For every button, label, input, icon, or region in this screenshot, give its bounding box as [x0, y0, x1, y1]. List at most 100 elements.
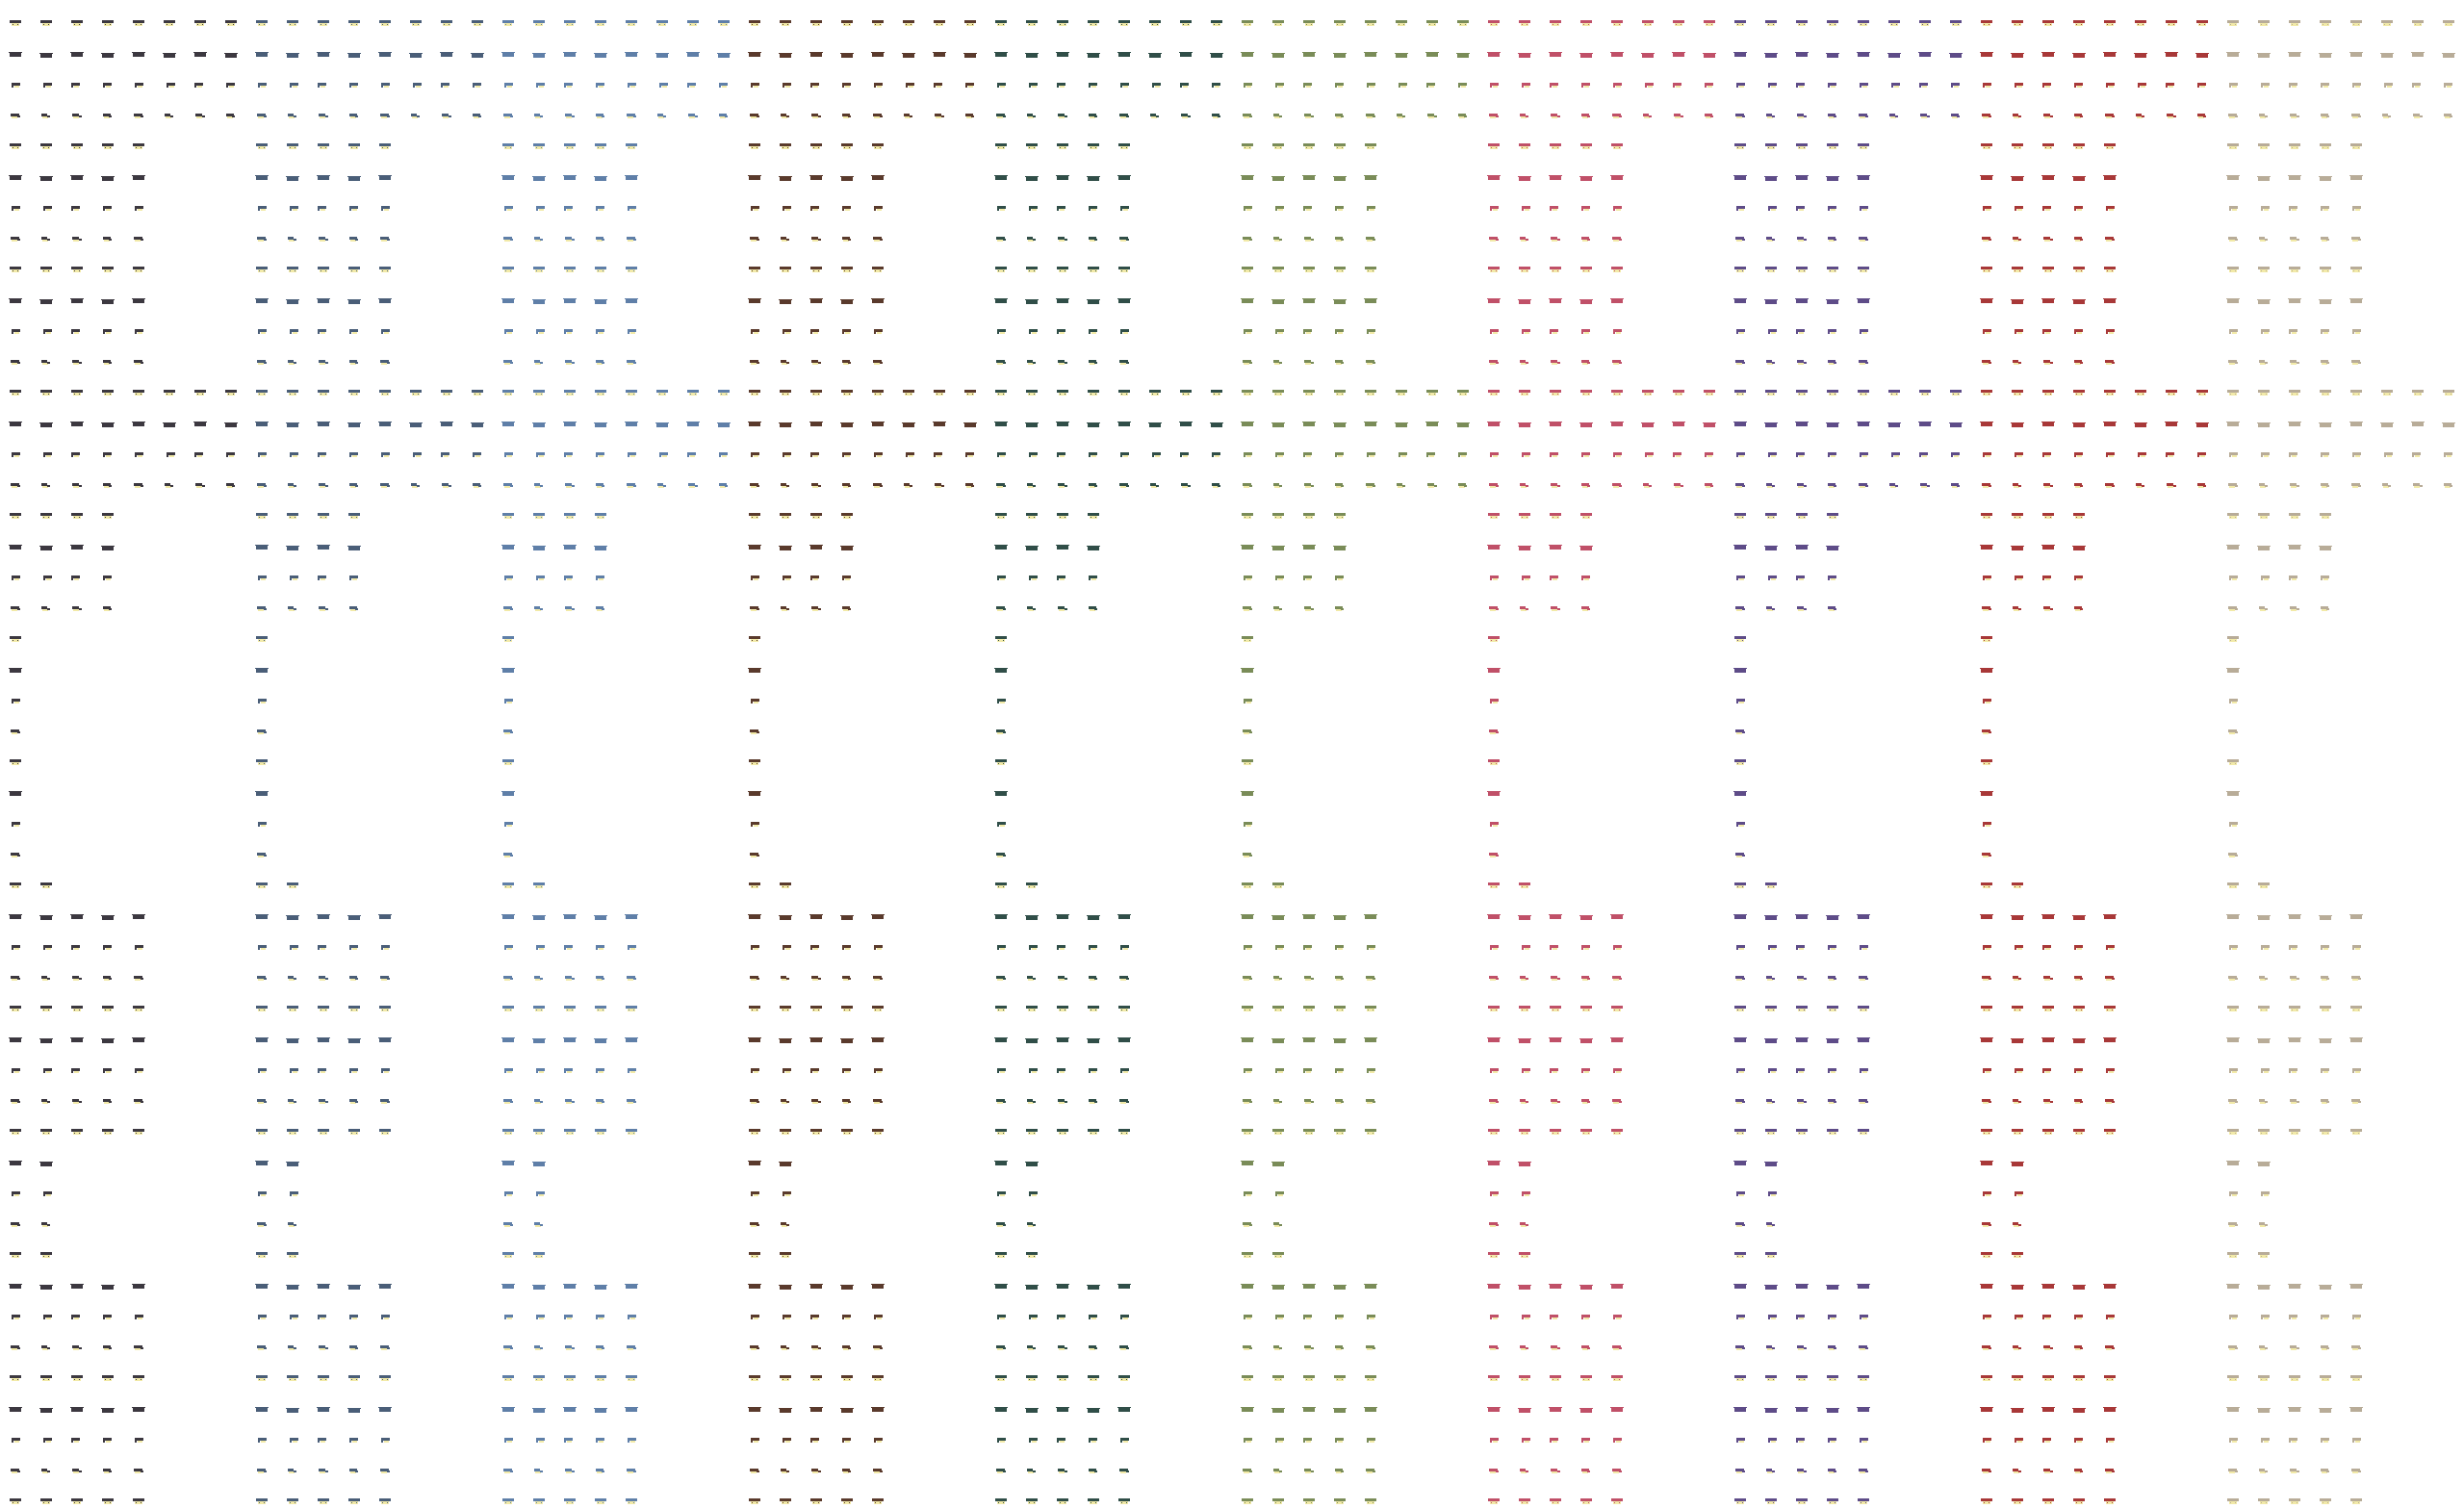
- sprite-tile: [2010, 233, 2025, 244]
- sprite-tile: [2102, 1372, 2118, 1384]
- sprite-tile: [346, 1003, 362, 1014]
- sprite-tile: [470, 448, 485, 460]
- sprite-tile: [932, 17, 947, 29]
- sprite-tile: [1486, 1372, 1502, 1384]
- sprite-tile: [1825, 110, 1840, 121]
- sprite-tile: [100, 233, 116, 244]
- sprite-tile: [1979, 325, 1994, 337]
- sprite-tile: [932, 387, 947, 398]
- sprite-tile: [285, 1064, 300, 1076]
- sprite-tile: [808, 1280, 824, 1292]
- sprite-tile: [1363, 1003, 1378, 1014]
- sprite-tile: [8, 695, 23, 706]
- sprite-tile: [8, 1188, 23, 1199]
- sprite-tile: [1486, 325, 1502, 337]
- sprite-tile: [2256, 448, 2272, 460]
- sprite-tile: [285, 448, 300, 460]
- sprite-tile: [1825, 356, 1840, 368]
- sprite-tile: [778, 541, 793, 552]
- sprite-tile: [839, 1126, 855, 1138]
- sprite-tile: [1979, 1064, 1994, 1076]
- sprite-tile: [2040, 1342, 2056, 1353]
- sprite-tile: [1086, 141, 1101, 152]
- sprite-tile: [808, 1126, 824, 1138]
- sprite-tile: [1240, 756, 1255, 768]
- sprite-tile: [562, 171, 578, 183]
- sprite-tile: [1055, 1434, 1070, 1445]
- sprite-tile: [2256, 17, 2272, 29]
- sprite-tile: [1178, 479, 1194, 491]
- sprite-tile: [1856, 110, 1871, 121]
- sprite-tile: [254, 1372, 270, 1384]
- sprite-tile: [2040, 1403, 2056, 1415]
- sprite-tile: [1086, 1064, 1101, 1076]
- sprite-tile: [1671, 48, 1686, 60]
- sprite-tile: [2225, 880, 2241, 891]
- sprite-tile: [839, 1095, 855, 1107]
- sprite-tile: [2256, 572, 2272, 583]
- sprite-tile: [1763, 141, 1779, 152]
- sprite-tile: [2102, 448, 2118, 460]
- sprite-tile: [1548, 264, 1563, 275]
- sprite-tile: [377, 325, 393, 337]
- sprite-tile: [500, 1434, 516, 1445]
- sprite-tile: [562, 418, 578, 429]
- sprite-tile: [593, 910, 608, 922]
- sprite-tile: [1732, 695, 1748, 706]
- sprite-tile: [685, 479, 701, 491]
- sprite-tile: [2225, 1157, 2241, 1168]
- sprite-tile: [100, 1372, 116, 1384]
- sprite-tile: [1055, 541, 1070, 552]
- sprite-tile: [2225, 1188, 2241, 1199]
- sprite-tile: [100, 448, 116, 460]
- sprite-tile: [2379, 17, 2395, 29]
- sprite-tile: [2225, 1280, 2241, 1292]
- sprite-tile: [624, 910, 639, 922]
- sprite-tile: [993, 171, 1009, 183]
- sprite-tile: [69, 48, 85, 60]
- sprite-tile: [993, 849, 1009, 860]
- sprite-tile: [870, 110, 886, 121]
- sprite-tile: [8, 1280, 23, 1292]
- sprite-tile: [2256, 510, 2272, 522]
- sprite-tile: [1979, 48, 1994, 60]
- sprite-tile: [1332, 325, 1348, 337]
- sprite-tile: [69, 202, 85, 214]
- sprite-tile: [1240, 1280, 1255, 1292]
- sprite-tile: [69, 1034, 85, 1045]
- sprite-tile: [2040, 1372, 2056, 1384]
- sprite-tile: [2287, 479, 2302, 491]
- sprite-tile: [2040, 1434, 2056, 1445]
- sprite-tile: [1455, 479, 1471, 491]
- sprite-tile: [1578, 1372, 1594, 1384]
- sprite-tile: [2071, 48, 2087, 60]
- sprite-tile: [1301, 1465, 1317, 1476]
- sprite-tile: [69, 1003, 85, 1014]
- sprite-tile: [1825, 17, 1840, 29]
- sprite-tile: [1363, 387, 1378, 398]
- sprite-tile: [38, 972, 54, 984]
- sprite-tile: [1856, 171, 1871, 183]
- sprite-tile: [1979, 79, 1994, 90]
- sprite-tile: [2348, 1496, 2364, 1507]
- sprite-tile: [2102, 1095, 2118, 1107]
- sprite-tile: [1055, 294, 1070, 306]
- sprite-tile: [2318, 171, 2333, 183]
- sprite-tile: [1332, 418, 1348, 429]
- sprite-tile: [593, 233, 608, 244]
- sprite-tile: [2287, 1311, 2302, 1322]
- sprite-tile: [593, 572, 608, 583]
- sprite-tile: [1732, 1465, 1748, 1476]
- sprite-tile: [870, 17, 886, 29]
- sprite-tile: [1732, 880, 1748, 891]
- variant-block-brown: [739, 0, 986, 1509]
- sprite-tile: [1794, 1064, 1810, 1076]
- sprite-tile: [1856, 910, 1871, 922]
- sprite-tile: [439, 110, 454, 121]
- sprite-tile: [2348, 202, 2364, 214]
- sprite-tile: [531, 202, 547, 214]
- sprite-tile: [562, 17, 578, 29]
- sprite-tile: [1671, 479, 1686, 491]
- sprite-tile: [1086, 294, 1101, 306]
- sprite-tile: [839, 910, 855, 922]
